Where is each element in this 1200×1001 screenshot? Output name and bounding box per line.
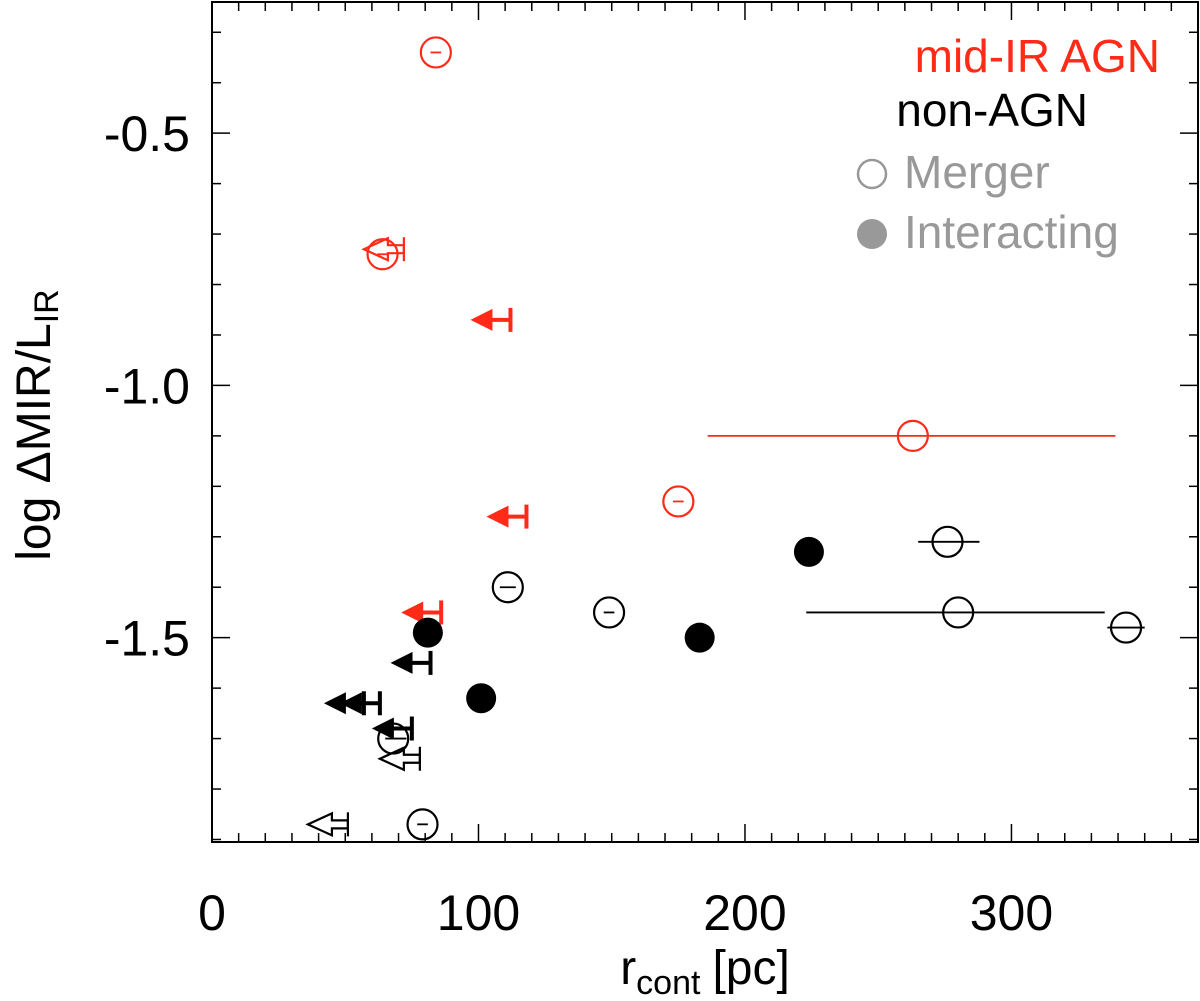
mid-ir-agn-point — [707, 419, 1116, 452]
non-agn-point — [592, 596, 626, 629]
x-axis-title: rcont [pc] — [620, 942, 790, 1001]
y-tick-label: -1.5 — [104, 611, 190, 667]
data-marks — [305, 36, 1145, 841]
legend-label-interacting: Interacting — [904, 206, 1119, 258]
non-agn-point — [684, 622, 715, 653]
limit-arrow-head — [470, 308, 493, 331]
non-agn-upper-limit — [390, 650, 433, 675]
non-agn-upper-limit — [323, 691, 366, 716]
x-tick-label: 300 — [970, 885, 1053, 941]
filled-circle-marker — [684, 622, 715, 653]
limit-arrow-head — [401, 601, 424, 624]
open-circle-marker — [419, 36, 452, 69]
limit-arrow-head — [390, 651, 413, 674]
y-tick-label: -0.5 — [104, 106, 190, 162]
axes: 0 100 200 300 -0.5 -1.0 -1.5 — [104, 1, 1199, 941]
mid-ir-agn-point — [419, 36, 452, 69]
open-circle-marker — [592, 596, 626, 629]
non-agn-point — [466, 683, 497, 714]
y-tick-label: -1.0 — [104, 358, 190, 414]
legend-label-merger: Merger — [904, 146, 1050, 198]
x-tick-label: 100 — [437, 885, 520, 941]
x-tick-label: 0 — [198, 885, 226, 941]
mid-ir-agn-upper-limit — [470, 307, 513, 332]
open-circle-marker — [491, 571, 524, 604]
y-axis-title: log ΔMIR/LIR — [8, 289, 66, 560]
non-agn-upper-limit — [377, 746, 421, 772]
legend-filled-circle-marker — [857, 219, 887, 249]
filled-circle-marker — [412, 617, 443, 648]
plot-frame — [211, 1, 1199, 843]
legend-label-non-agn: non-AGN — [896, 84, 1088, 136]
filled-circle-marker — [793, 536, 824, 567]
open-circle-marker — [931, 525, 964, 558]
legend-open-circle-marker — [856, 158, 888, 190]
limit-arrow-head — [371, 717, 394, 740]
limit-arrow-head — [323, 692, 346, 715]
x-tick-label: 200 — [703, 885, 786, 941]
open-circle-marker — [406, 808, 439, 841]
mid-ir-agn-upper-limit — [401, 600, 444, 625]
non-agn-point — [406, 808, 439, 841]
non-agn-point — [806, 596, 1105, 629]
non-agn-point — [412, 617, 443, 648]
mid-ir-agn-upper-limit — [361, 236, 405, 262]
limit-arrow-outline — [305, 811, 350, 838]
legend: mid-IR AGN non-AGN Merger Interacting — [856, 30, 1160, 258]
legend-label-agn: mid-IR AGN — [915, 30, 1160, 82]
open-circle-marker — [1109, 611, 1143, 644]
non-agn-point — [793, 536, 824, 567]
mid-ir-agn-upper-limit — [486, 504, 529, 529]
filled-circle-marker — [466, 683, 497, 714]
non-agn-upper-limit — [371, 716, 414, 741]
non-agn-point — [1107, 611, 1145, 644]
mid-ir-agn-point — [662, 485, 695, 518]
limit-arrow-head — [486, 505, 509, 528]
non-agn-upper-limit — [305, 811, 350, 838]
open-circle-marker — [662, 485, 695, 518]
non-agn-point — [491, 571, 524, 604]
open-circle-marker — [942, 596, 975, 629]
non-agn-point — [918, 525, 980, 558]
open-circle-marker — [896, 419, 929, 452]
